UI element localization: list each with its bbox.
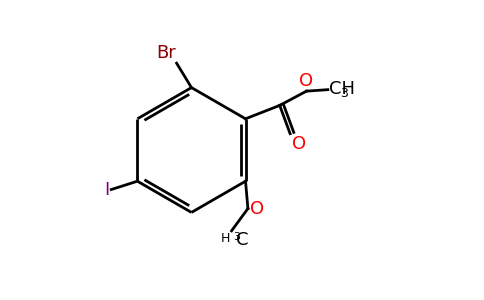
Text: H: H <box>221 232 230 245</box>
Text: C: C <box>236 230 249 248</box>
Text: 3: 3 <box>340 87 348 100</box>
Text: O: O <box>299 72 313 90</box>
Text: CH: CH <box>329 80 355 98</box>
Text: O: O <box>250 200 264 218</box>
Text: I: I <box>104 181 109 199</box>
Text: O: O <box>292 135 306 153</box>
Text: Br: Br <box>156 44 176 62</box>
Text: 3: 3 <box>233 232 240 242</box>
